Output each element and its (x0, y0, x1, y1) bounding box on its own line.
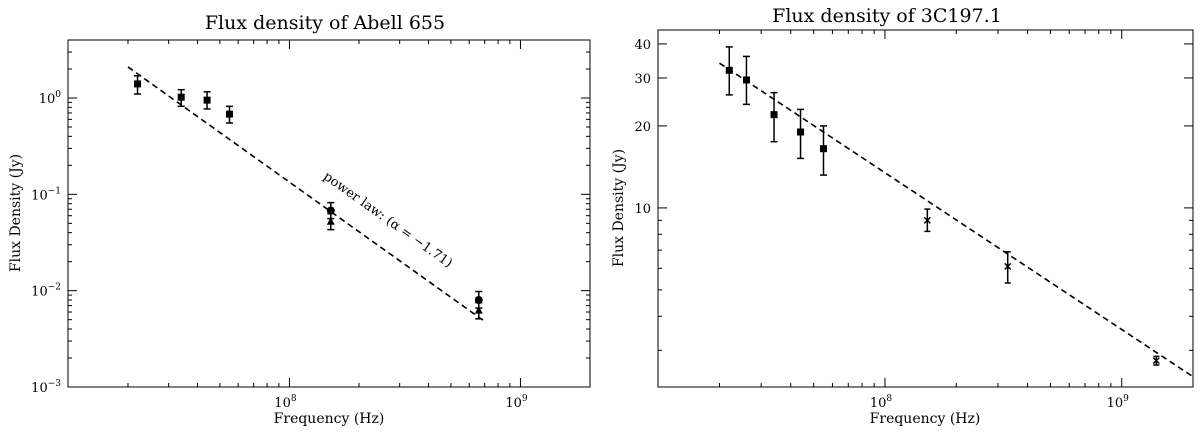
data-point-square (819, 145, 827, 153)
x-axis-label: Frequency (Hz) (274, 411, 385, 427)
y-tick-label: 40 (634, 38, 651, 53)
chart-abell-655: Flux density of Abell 655 108 109 10−3 10−2… (8, 12, 591, 427)
chart-title: Flux density of 3C197.1 (772, 5, 1002, 27)
data-point-circle (326, 206, 335, 215)
data-points (134, 75, 483, 320)
y-tick-label: 10−3 (31, 379, 61, 396)
y-tick-label: 10 (634, 202, 651, 217)
x-tick-label: 109 (1107, 394, 1130, 411)
y-axis-label: Flux Density (Jy) (611, 149, 627, 267)
data-point-triangle (474, 306, 483, 314)
x-axis-label: Frequency (Hz) (870, 411, 981, 427)
data-point-square (203, 96, 211, 104)
data-point-cross (923, 216, 931, 224)
chart-title: Flux density of Abell 655 (205, 12, 445, 34)
plot-frame (657, 29, 1194, 388)
x-tick-label: 109 (505, 394, 528, 411)
fit-line-group (127, 66, 486, 323)
power-law-fit-line (127, 66, 486, 323)
y-tick-label: 10−1 (31, 186, 61, 203)
power-law-fit-line (719, 62, 1194, 378)
chart-3c197-1: Flux density of 3C197.1 108 109 10 20 30 40 F… (611, 5, 1194, 427)
y-axis-label: Flux Density (Jy) (8, 154, 24, 272)
x-tick-label: 108 (870, 394, 893, 411)
data-point-square (770, 111, 778, 119)
axis-ticks: 108 109 10−3 10−2 10−1 100 (31, 39, 591, 411)
data-point-triangle (326, 217, 335, 225)
data-point-square (797, 128, 805, 136)
data-point-cross (1004, 262, 1012, 270)
y-tick-label: 100 (39, 90, 62, 107)
y-tick-label: 30 (634, 72, 651, 87)
data-point-square (134, 80, 142, 88)
data-point-square (742, 76, 750, 84)
y-tick-label: 10−2 (31, 283, 61, 300)
x-tick-label: 108 (274, 394, 297, 411)
annotation-label: power law: (α = −1.71) (320, 169, 455, 271)
y-tick-label: 20 (634, 120, 651, 135)
plot-frame (67, 39, 591, 388)
data-point-cross (1152, 357, 1160, 365)
data-point-square (225, 110, 233, 118)
fit-line-group (719, 62, 1194, 378)
data-point-square (177, 93, 185, 101)
data-points (725, 46, 1160, 366)
data-point-square (725, 66, 733, 74)
axis-ticks: 108 109 10 20 30 40 (634, 30, 1194, 411)
